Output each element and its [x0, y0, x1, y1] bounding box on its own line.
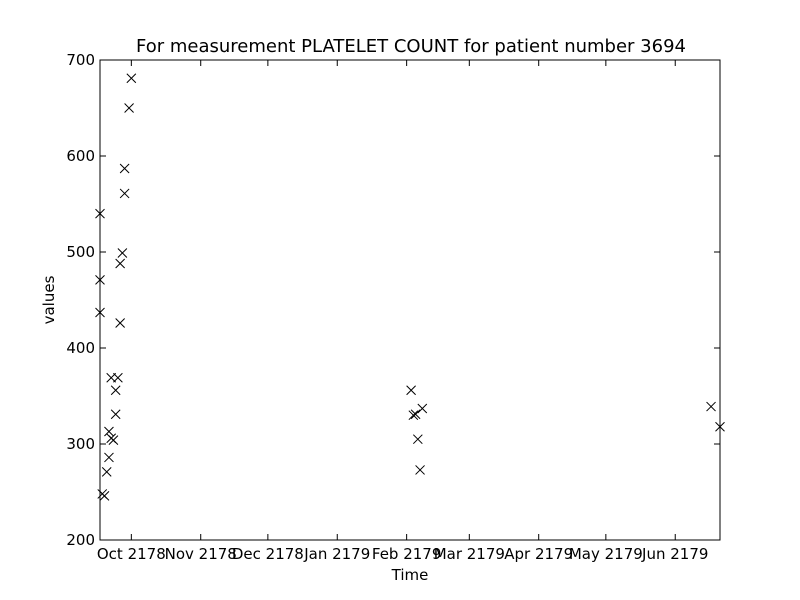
data-point	[101, 466, 112, 477]
x-tick-label: Oct 2178	[97, 545, 166, 563]
data-point	[410, 409, 421, 420]
data-point	[126, 73, 137, 84]
y-tick-label: 400	[66, 339, 95, 357]
x-tick-label: Feb 2179	[372, 545, 442, 563]
data-point	[415, 465, 425, 475]
x-tick-label: Apr 2179	[504, 545, 573, 563]
data-point	[117, 248, 128, 258]
data-point	[408, 410, 419, 421]
x-tick-label: Nov 2178	[165, 545, 237, 563]
x-tick-label: Jan 2179	[303, 545, 370, 563]
x-tick-label: Dec 2178	[232, 545, 304, 563]
data-point	[110, 385, 121, 396]
data-point	[412, 434, 423, 445]
y-tick-label: 200	[66, 531, 95, 549]
data-point	[417, 403, 428, 414]
y-axis-label: values	[40, 275, 58, 324]
data-point	[104, 452, 114, 463]
data-points	[95, 73, 725, 501]
data-point	[119, 163, 130, 174]
x-axis-label: Time	[391, 566, 429, 584]
data-point	[706, 401, 716, 412]
data-point	[99, 490, 110, 501]
data-point	[106, 372, 117, 383]
plot-area-frame	[99, 59, 721, 541]
data-point	[104, 426, 114, 437]
data-point	[119, 188, 130, 199]
y-tick-label: 600	[66, 147, 95, 165]
x-tick-label: Jun 2179	[641, 545, 708, 563]
data-point	[124, 103, 134, 113]
data-point	[115, 318, 125, 328]
x-tick-label: May 2179	[569, 545, 643, 563]
y-tick-label: 300	[66, 435, 95, 453]
y-tick-label: 700	[66, 51, 95, 69]
data-point	[115, 258, 125, 269]
data-point	[406, 385, 416, 396]
chart-title: For measurement PLATELET COUNT for patie…	[136, 36, 686, 57]
data-point	[110, 409, 121, 420]
y-tick-label: 500	[66, 243, 95, 261]
data-point	[113, 372, 123, 383]
data-point	[108, 435, 119, 446]
x-tick-label: Mar 2179	[434, 545, 505, 563]
